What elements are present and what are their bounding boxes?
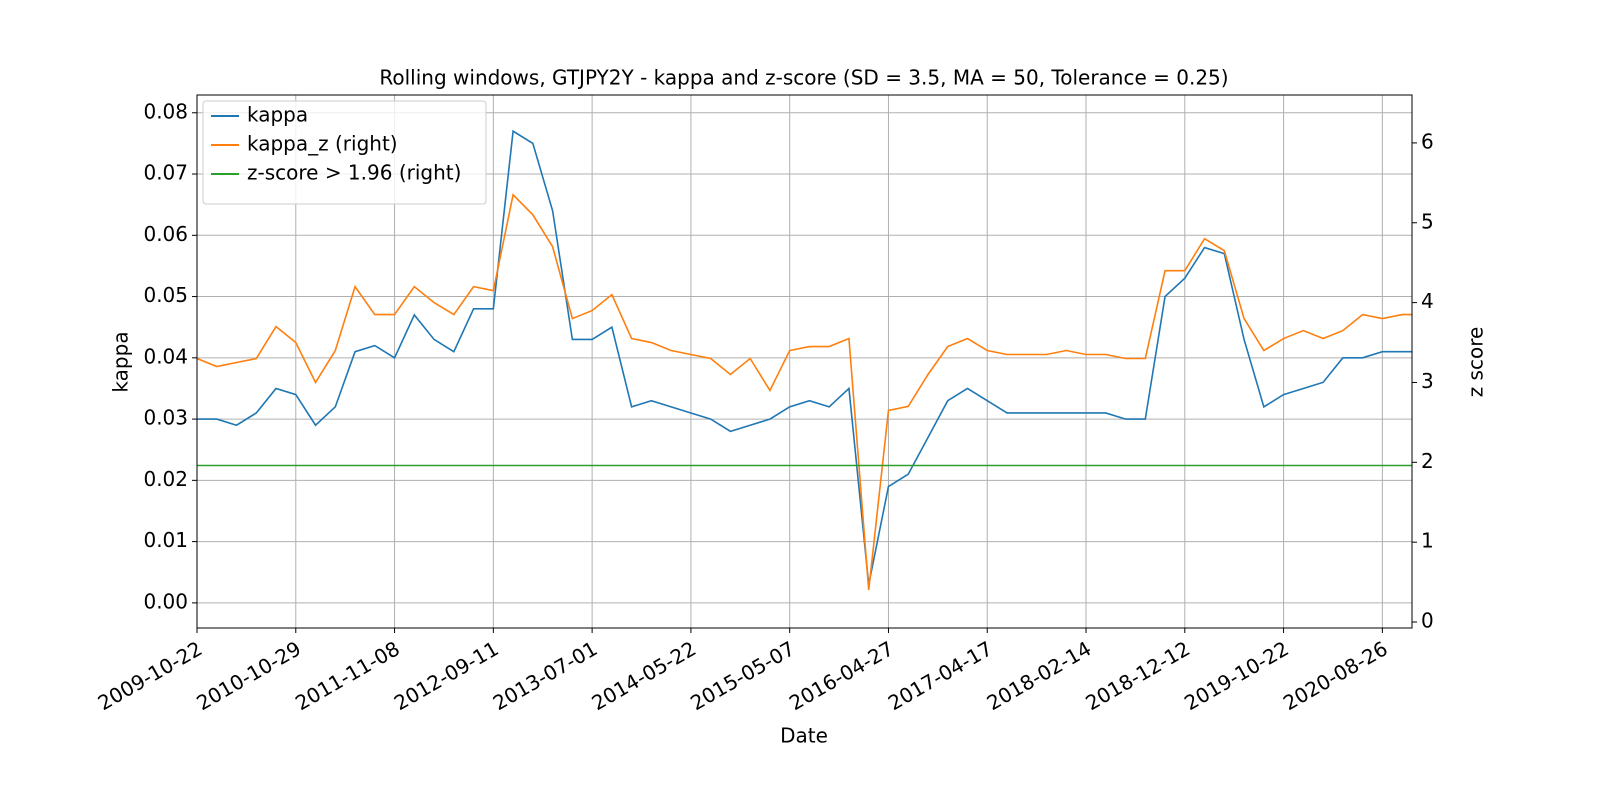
y-tick-label: 0.02	[143, 467, 188, 491]
y-tick-label: 0.05	[143, 283, 188, 307]
legend-label: kappa	[247, 103, 308, 127]
y2-tick-label: 2	[1421, 449, 1434, 473]
series-line	[197, 129, 1412, 585]
plot-frame	[196, 94, 1413, 629]
y-tick-label: 0.04	[143, 344, 188, 368]
y2-tick-label: 6	[1421, 129, 1434, 153]
y-tick-label: 0.08	[143, 99, 188, 123]
x-axis-label: Date	[780, 724, 828, 748]
legend-box	[202, 100, 487, 205]
y-tick-label: 0.06	[143, 222, 188, 246]
y-axis-label: kappa	[109, 331, 133, 392]
y-tick-label: 0.07	[143, 161, 188, 185]
y2-tick-label: 4	[1421, 289, 1434, 313]
y2-tick-label: 1	[1421, 529, 1434, 553]
y2-axis-label: z score	[1464, 327, 1488, 398]
legend-label: z-score > 1.96 (right)	[247, 161, 461, 185]
legend-label: kappa_z (right)	[247, 132, 398, 156]
y-tick-label: 0.01	[143, 528, 188, 552]
y2-tick-label: 3	[1421, 369, 1434, 393]
y2-tick-label: 5	[1421, 209, 1434, 233]
y-tick-label: 0.03	[143, 406, 188, 430]
series-line	[197, 193, 1412, 591]
y2-tick-label: 0	[1421, 609, 1434, 633]
y-tick-label: 0.00	[143, 589, 188, 613]
chart-title: Rolling windows, GTJPY2Y - kappa and z-s…	[379, 66, 1228, 90]
